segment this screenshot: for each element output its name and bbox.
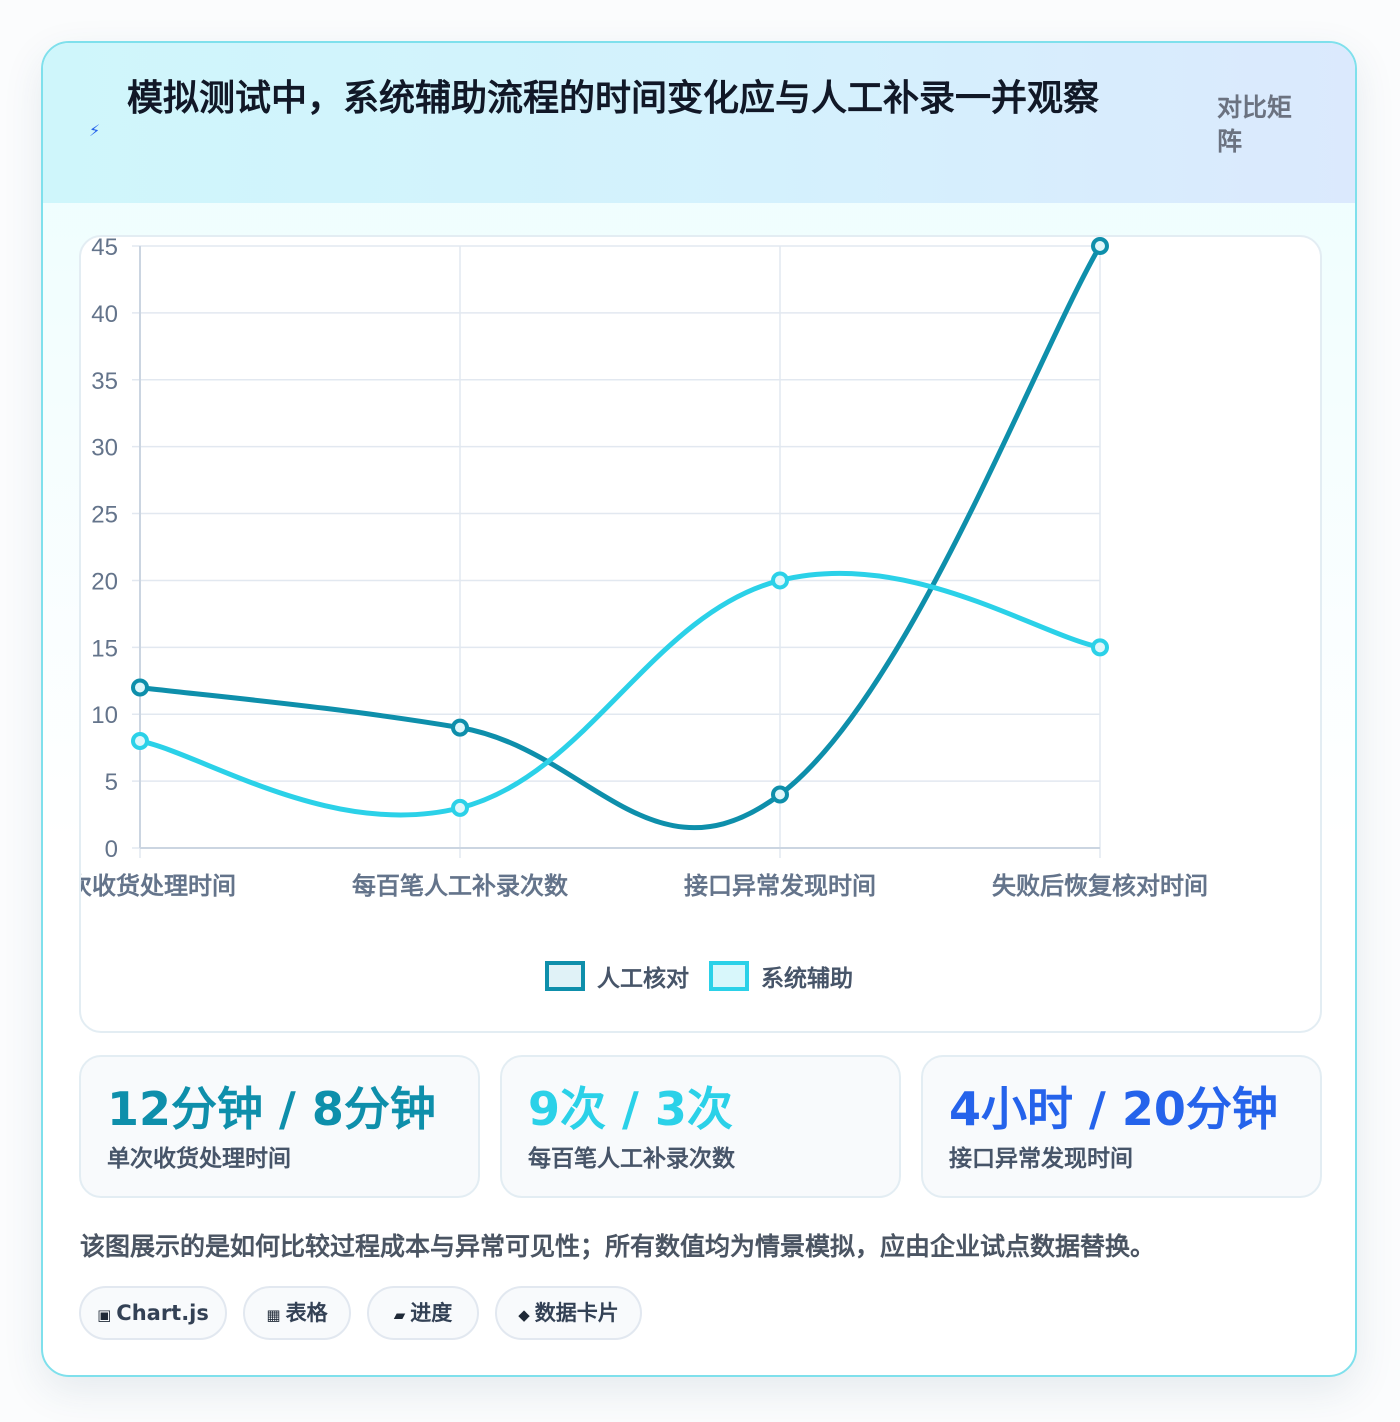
legend-label: 人工核对 — [597, 965, 689, 992]
y-tick-label: 20 — [91, 568, 118, 595]
y-tick-label: 15 — [91, 635, 118, 662]
data-point — [131, 678, 149, 697]
x-tick-label: 单次收货处理时间 — [81, 872, 236, 900]
y-tick-label: 40 — [91, 301, 118, 328]
chip-label: Chart.js — [116, 1301, 209, 1325]
stat-card-manual-entries: 9次 / 3次 每百笔人工补录次数 — [500, 1055, 901, 1198]
stat-label: 每百笔人工补录次数 — [528, 1146, 735, 1172]
chip-label: 表格 — [285, 1301, 328, 1325]
chip-label: 数据卡片 — [534, 1301, 619, 1325]
chip-progress[interactable]: ▰ 进度 — [367, 1286, 479, 1340]
stat-value: 12分钟 / 8分钟 — [107, 1082, 436, 1136]
stat-card-exception-detection: 4小时 / 20分钟 接口异常发现时间 — [921, 1055, 1322, 1198]
data-point — [1091, 638, 1109, 657]
comparison-card: ⚡ 模拟测试中，系统辅助流程的时间变化应与人工补录一并观察 对比矩阵 0 5 10 1… — [41, 41, 1357, 1377]
table-icon: ▦ — [266, 1306, 281, 1324]
y-tick-label: 30 — [91, 435, 118, 462]
data-point — [771, 785, 789, 804]
line-chart: 0 5 10 15 20 25 30 35 40 45 单次收货处理时间 每百笔人工补录次数 接口异常发… — [81, 237, 1208, 992]
lightning-icon: ⚡ — [89, 121, 101, 140]
stat-label: 单次收货处理时间 — [107, 1146, 291, 1172]
data-point — [451, 718, 469, 737]
chip-label: 进度 — [410, 1301, 453, 1325]
chart-icon: ▣ — [97, 1306, 112, 1324]
chip-data-card[interactable]: ◆ 数据卡片 — [495, 1286, 642, 1340]
data-point — [771, 571, 789, 590]
stat-label: 接口异常发现时间 — [949, 1146, 1133, 1172]
y-tick-label: 45 — [91, 237, 118, 261]
comparison-matrix-badge: 对比矩阵 — [1217, 93, 1293, 156]
legend-swatch — [545, 961, 585, 991]
x-tick-label: 接口异常发现时间 — [684, 872, 876, 900]
stat-value: 4小时 / 20分钟 — [949, 1082, 1278, 1136]
stat-card-receiving-time: 12分钟 / 8分钟 单次收货处理时间 — [79, 1055, 480, 1198]
chart-note: 该图展示的是如何比较过程成本与异常可见性；所有数值均为情景模拟，应由企业试点数据… — [80, 1232, 1156, 1261]
chip-chartjs[interactable]: ▣ Chart.js — [79, 1286, 227, 1340]
y-tick-label: 0 — [105, 836, 118, 863]
legend-swatch — [709, 961, 749, 991]
y-tick-label: 25 — [91, 502, 118, 529]
data-point — [451, 798, 469, 817]
chip-table[interactable]: ▦ 表格 — [243, 1286, 351, 1340]
data-card-icon: ◆ — [518, 1306, 530, 1324]
series-line-1 — [137, 243, 1103, 830]
y-tick-label: 10 — [91, 702, 118, 729]
y-tick-label: 5 — [105, 769, 118, 796]
x-tick-label: 失败后恢复核对时间 — [992, 872, 1208, 900]
progress-icon: ▰ — [393, 1306, 406, 1324]
y-tick-label: 35 — [91, 368, 118, 395]
page-title: 模拟测试中，系统辅助流程的时间变化应与人工补录一并观察 — [127, 78, 1100, 119]
card-header: ⚡ 模拟测试中，系统辅助流程的时间变化应与人工补录一并观察 对比矩阵 — [43, 43, 1355, 203]
data-point — [1091, 237, 1109, 255]
data-point — [131, 731, 149, 750]
x-tick-label: 每百笔人工补录次数 — [352, 872, 569, 900]
series-line-2 — [137, 570, 1103, 818]
chart-panel: 0 5 10 15 20 25 30 35 40 45 单次收货处理时间 每百笔人工补录次数 接口异常发… — [79, 235, 1322, 1033]
stat-value: 9次 / 3次 — [528, 1082, 733, 1136]
legend-label: 系统辅助 — [761, 965, 853, 992]
